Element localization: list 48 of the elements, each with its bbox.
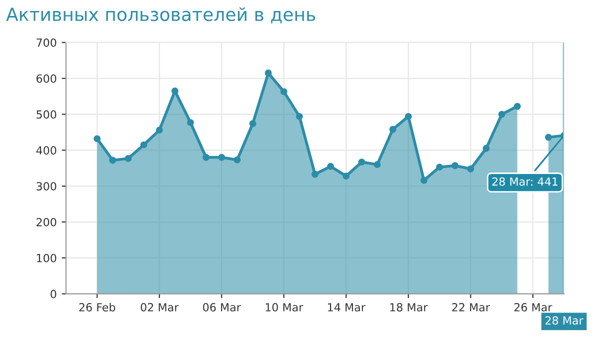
y-tick-label: 100 [36, 254, 56, 262]
point [187, 119, 194, 126]
point [171, 87, 178, 94]
point [404, 112, 412, 120]
point [498, 110, 506, 118]
point [234, 156, 241, 164]
y-tick-label: 0 [50, 290, 56, 298]
point [280, 88, 288, 96]
x-tick-label: 26 Mar [514, 303, 552, 312]
x-tick-label: 26 Feb [79, 302, 116, 312]
point [109, 156, 116, 164]
x-tick-label: 02 Mar [140, 303, 179, 312]
point [342, 172, 350, 180]
point [264, 70, 272, 76]
point [436, 164, 443, 171]
ref-line-label: 28 Mar [545, 316, 584, 325]
y-tick-label: 200 [36, 218, 56, 226]
annotation: 28 Mar: 441 [492, 177, 558, 186]
y-tick-label: 500 [36, 110, 56, 119]
y-tick-label: 300 [36, 182, 56, 190]
point [312, 170, 318, 178]
point [544, 134, 552, 141]
point [140, 141, 148, 148]
point [218, 154, 226, 161]
point [202, 154, 210, 161]
x-tick-label: 06 Mar [203, 303, 241, 312]
point [452, 162, 459, 170]
point [327, 162, 334, 170]
x-tick-label: 10 Mar [266, 303, 304, 312]
y-tick-label: 600 [36, 74, 56, 83]
y-tick-label: 700 [36, 38, 56, 47]
x-tick-label: 18 Mar [390, 303, 428, 312]
point [296, 112, 303, 120]
point [94, 135, 101, 142]
point [374, 161, 381, 168]
point [249, 120, 256, 128]
point [389, 126, 396, 133]
x-tick-label: 14 Mar [328, 303, 366, 312]
point [156, 126, 163, 134]
point [467, 165, 474, 172]
point [124, 154, 132, 162]
point [514, 102, 521, 110]
point [420, 176, 428, 184]
x-tick-label: 22 Mar [452, 303, 490, 312]
point [358, 158, 366, 166]
y-tick-label: 400 [36, 146, 56, 155]
chart-title: Активных пользователей в день [6, 7, 316, 24]
point [482, 144, 490, 152]
